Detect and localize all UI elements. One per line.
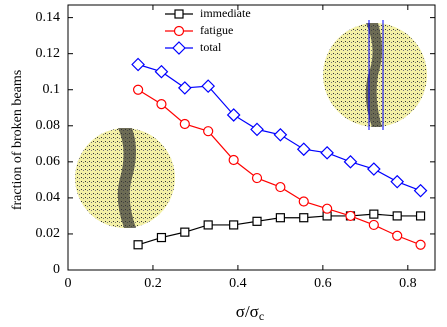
legend-marker <box>172 41 186 55</box>
x-axis-label: σ/σc <box>236 302 264 323</box>
data-point <box>390 174 405 189</box>
data-point <box>299 213 309 223</box>
data-point <box>132 84 144 95</box>
legend-label: total <box>200 40 222 54</box>
data-point <box>252 216 262 226</box>
data-point <box>251 172 263 184</box>
data-point <box>201 79 216 93</box>
inset-right <box>323 20 427 130</box>
data-point <box>320 145 334 160</box>
y-tick-label: 0.04 <box>36 190 61 205</box>
y-axis-label: fraction of broken beams <box>10 70 25 210</box>
y-tick-label: 0.06 <box>36 154 61 169</box>
data-point <box>226 108 241 122</box>
data-point <box>392 211 402 221</box>
data-point <box>203 126 214 137</box>
legend-label: fatigue <box>200 23 233 37</box>
x-axis-label-main: σ/σ <box>236 302 259 321</box>
data-point <box>415 239 426 250</box>
data-point <box>275 213 285 223</box>
y-tick-label: 0.14 <box>36 10 61 25</box>
data-point <box>180 227 190 237</box>
data-point <box>273 127 288 142</box>
data-point <box>250 122 264 137</box>
legend-marker <box>174 9 184 19</box>
y-tick-label: 0.12 <box>36 46 61 61</box>
data-point <box>177 81 192 95</box>
data-point <box>156 232 167 243</box>
data-point <box>156 99 167 110</box>
inset-left <box>75 128 175 228</box>
data-point <box>322 203 333 214</box>
data-point <box>229 220 239 230</box>
y-tick-label: 0 <box>53 262 60 277</box>
legend-marker <box>173 25 185 37</box>
data-point <box>203 220 213 230</box>
x-tick-label: 0.4 <box>229 276 247 291</box>
data-point <box>154 64 169 79</box>
data-point <box>366 162 381 176</box>
data-point <box>133 240 143 250</box>
y-tick-label: 0.02 <box>36 226 61 241</box>
data-point <box>275 181 286 193</box>
data-point <box>368 219 379 231</box>
data-point <box>296 142 311 157</box>
y-tick-label: 0.1 <box>43 82 61 97</box>
x-axis-label-sub: c <box>259 309 264 323</box>
data-point <box>415 211 426 221</box>
y-tick-label: 0.08 <box>36 118 61 133</box>
data-point <box>413 183 428 198</box>
x-tick-label: 0.2 <box>144 276 162 291</box>
x-tick-label: 0.6 <box>314 276 332 291</box>
data-point <box>345 210 356 222</box>
data-point <box>298 196 309 207</box>
data-point <box>228 154 239 166</box>
x-tick-label: 0.8 <box>399 276 417 291</box>
data-point <box>392 230 403 241</box>
data-point <box>179 118 190 130</box>
x-tick-label: 0 <box>65 276 72 291</box>
data-point <box>343 154 358 169</box>
data-point <box>369 209 379 219</box>
plot-frame <box>67 4 436 271</box>
legend-label: immediate <box>200 6 251 20</box>
data-point <box>131 57 145 72</box>
